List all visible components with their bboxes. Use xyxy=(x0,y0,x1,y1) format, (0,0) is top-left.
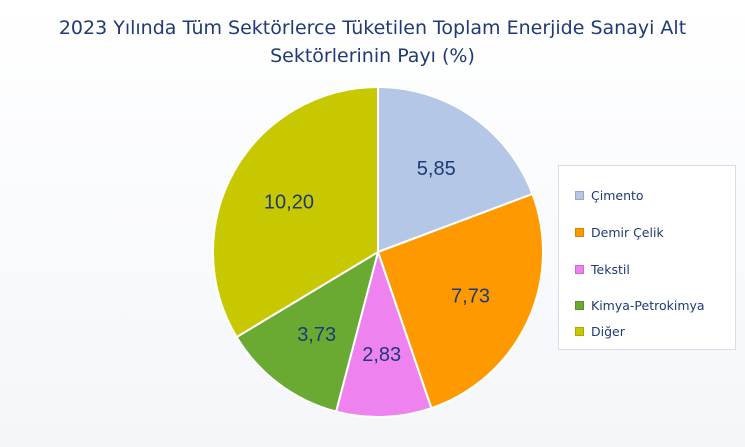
pie-slice-demir-celik xyxy=(376,192,544,410)
legend-swatch-demir-celik xyxy=(575,227,584,237)
pie-slice-tekstil xyxy=(334,248,433,418)
legend-item-cimento: Çimento xyxy=(575,185,644,205)
legend-swatch-cimento xyxy=(575,190,584,200)
legend-label-demir-celik: Demir Çelik xyxy=(591,224,664,240)
legend-label-diger: Diğer xyxy=(591,323,625,339)
chart-title-line-1: 2023 Yılında Tüm Sektörlerce Tüketilen T… xyxy=(58,17,687,39)
legend-label-kimya-petrokimya: Kimya-Petrokimya xyxy=(591,297,705,313)
data-label-diger: 10,20 xyxy=(264,192,314,214)
legend-swatch-kimya-petrokimya xyxy=(575,300,584,310)
legend: Çimento Demir Çelik Tekstil Kimya-Petrok… xyxy=(558,165,736,350)
data-label-demir-celik: 7,73 xyxy=(451,286,490,308)
legend-item-diger: Diğer xyxy=(575,321,625,341)
data-label-tekstil: 2,83 xyxy=(362,344,401,366)
legend-swatch-tekstil xyxy=(575,264,584,274)
pie-slice-kimya-petrokimya xyxy=(235,249,380,413)
legend-label-tekstil: Tekstil xyxy=(591,261,630,277)
legend-item-kimya-petrokimya: Kimya-Petrokimya xyxy=(575,295,705,315)
chart-title: 2023 Yılında Tüm Sektörlerce Tüketilen T… xyxy=(0,14,745,70)
legend-label-cimento: Çimento xyxy=(591,187,644,203)
pie-slice-diger xyxy=(212,85,379,339)
data-label-kimya-petrokimya: 3,73 xyxy=(297,324,336,346)
data-label-cimento: 5,85 xyxy=(417,158,456,180)
pie-slice-cimento xyxy=(377,85,534,254)
legend-swatch-diger xyxy=(575,326,584,336)
legend-item-demir-celik: Demir Çelik xyxy=(575,222,664,242)
chart-title-line-2: Sektörlerinin Payı (%) xyxy=(270,45,475,67)
legend-item-tekstil: Tekstil xyxy=(575,259,630,279)
